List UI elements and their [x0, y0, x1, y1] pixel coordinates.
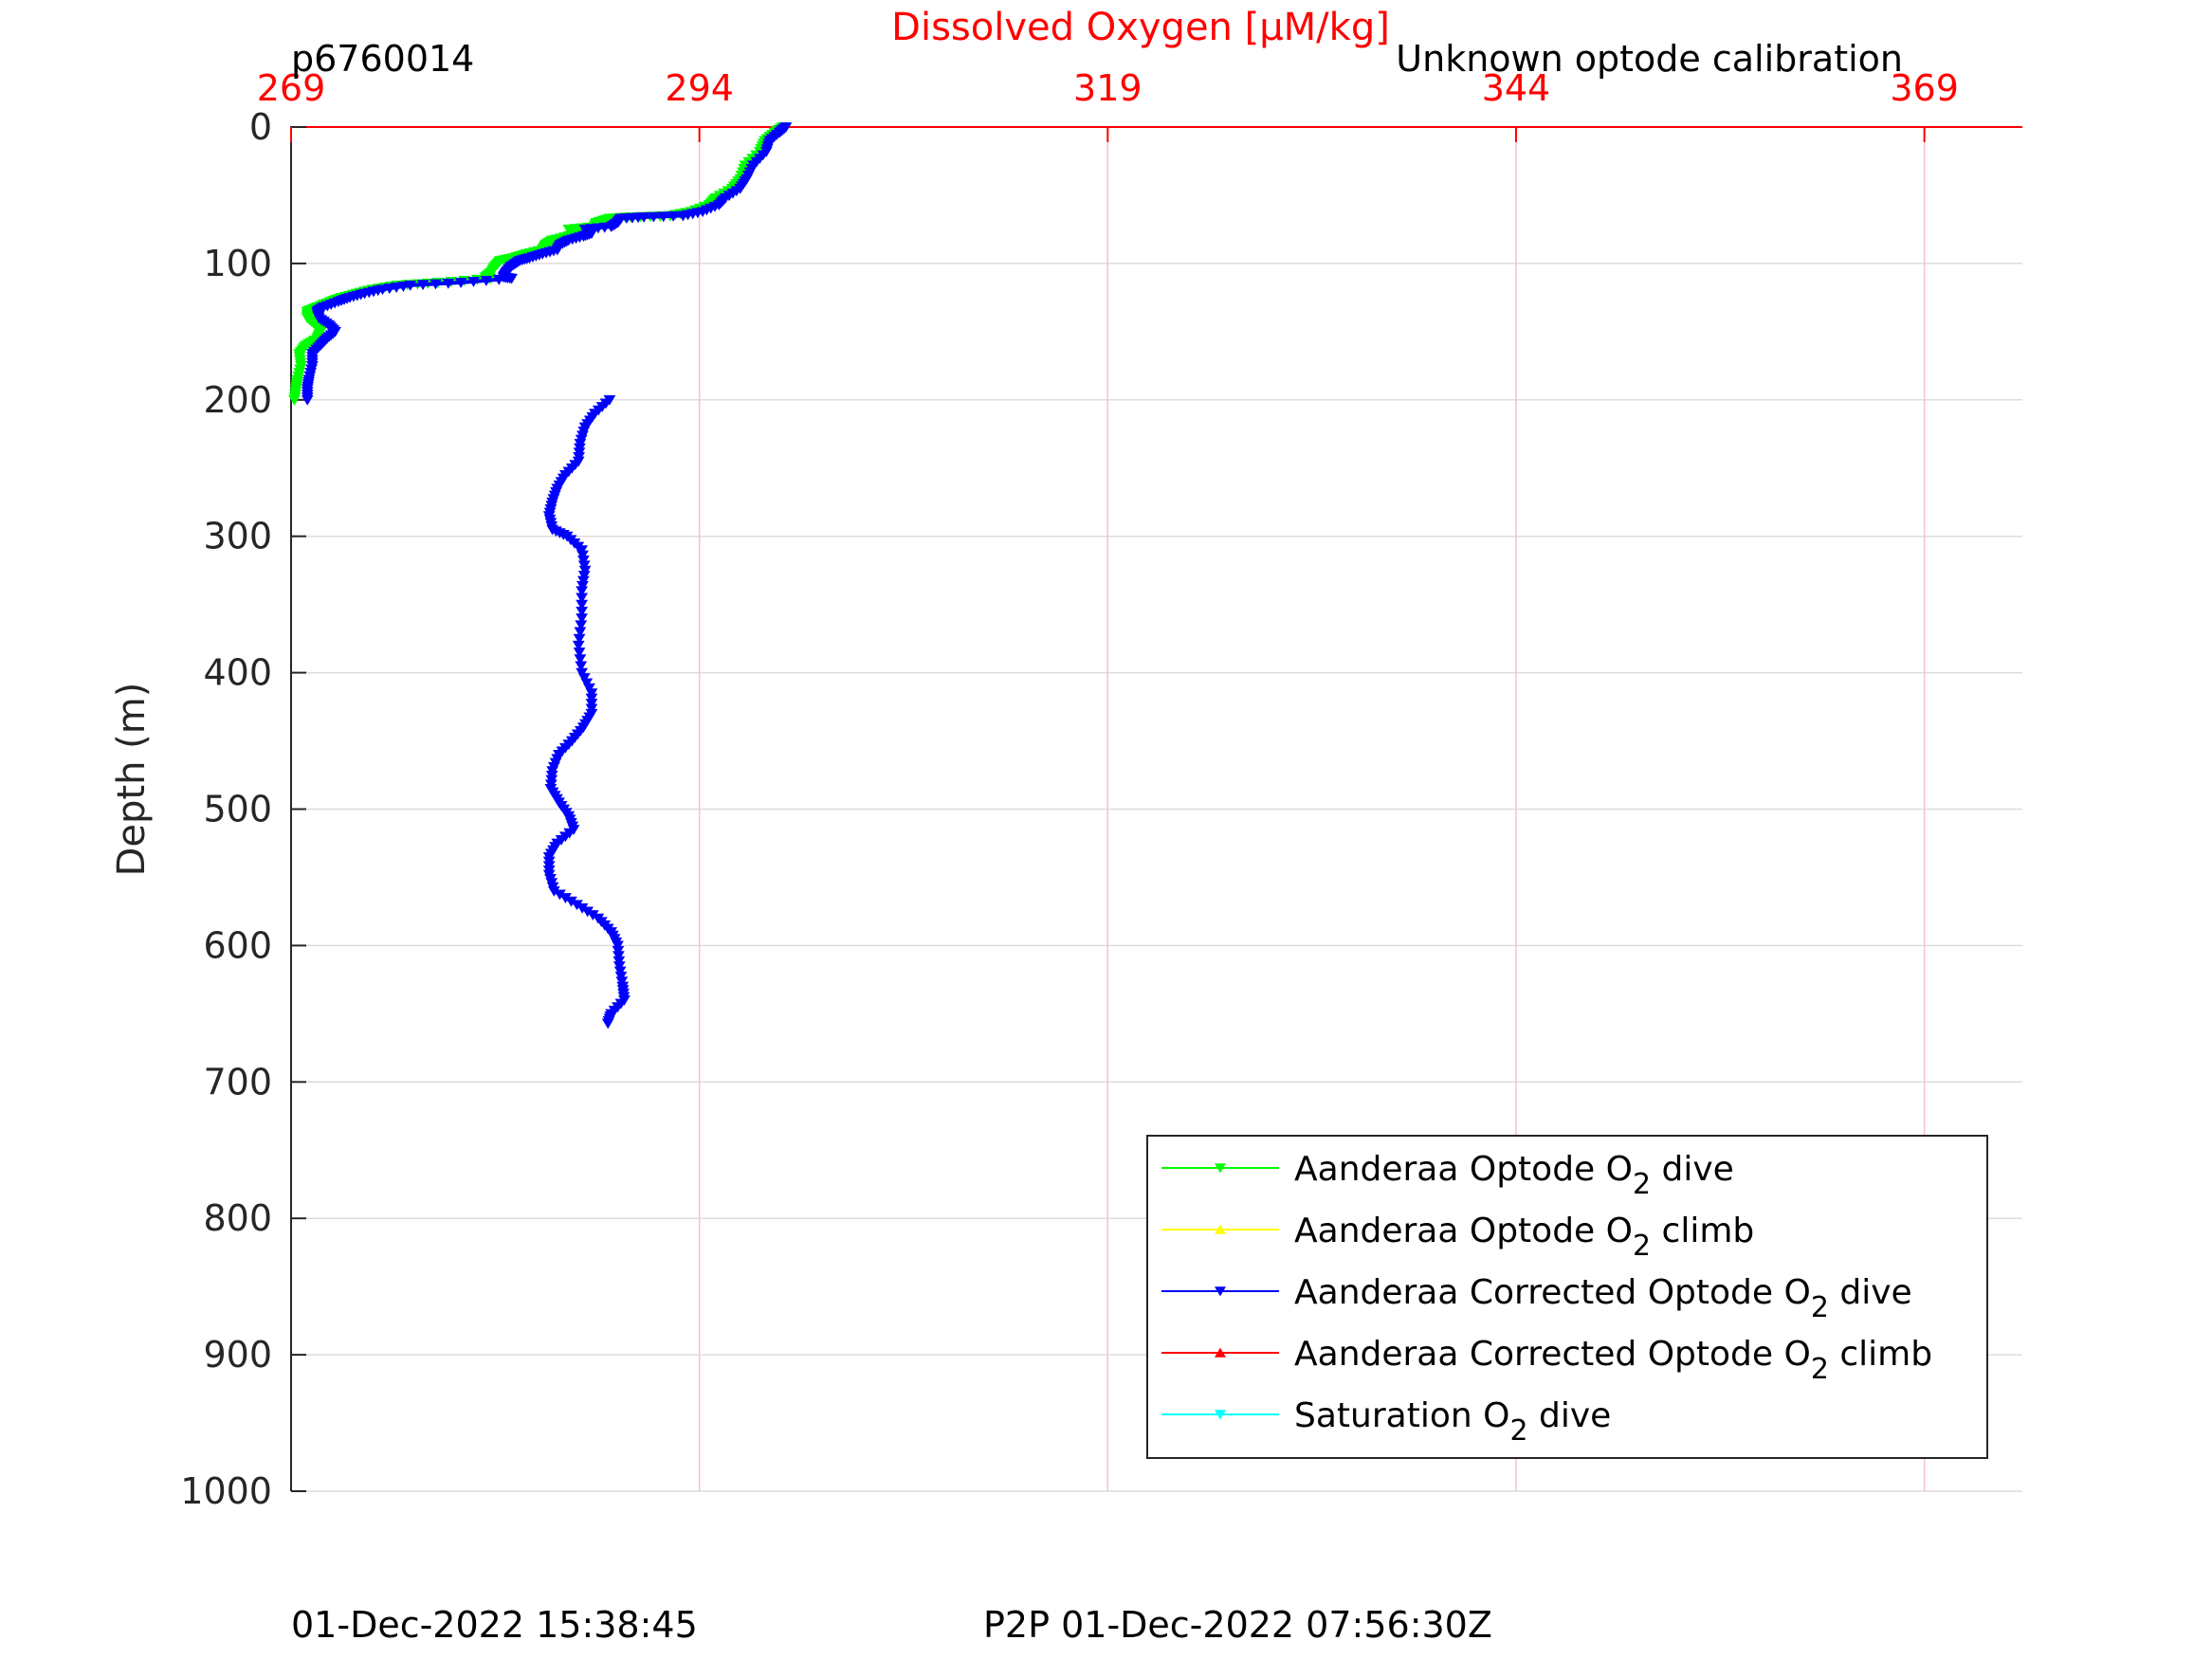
- data-point: [577, 571, 591, 582]
- data-point: [612, 956, 626, 967]
- legend-label: Aanderaa Corrected Optode O2 climb: [1294, 1335, 1932, 1386]
- legend-box: [1146, 1135, 1988, 1459]
- series-layer: [288, 122, 793, 1030]
- data-point: [576, 545, 589, 556]
- y-tick-label: 200: [203, 379, 272, 421]
- data-point: [480, 275, 493, 286]
- x-tick-label: 269: [257, 67, 326, 109]
- data-point: [583, 683, 595, 694]
- series-aanderaa-corrected-optode-o2-dive: [301, 122, 793, 406]
- data-point: [575, 661, 588, 672]
- data-point: [613, 966, 627, 977]
- chart-title: Dissolved Oxygen [μM/kg]: [891, 6, 1390, 49]
- data-point: [505, 273, 518, 284]
- legend-label: Aanderaa Corrected Optode O2 dive: [1294, 1273, 1912, 1324]
- data-point: [430, 279, 442, 290]
- data-point: [615, 976, 629, 988]
- legend-marker: [1215, 1224, 1226, 1234]
- data-point: [576, 586, 589, 597]
- data-point: [576, 599, 589, 611]
- data-point: [657, 211, 670, 223]
- data-point: [576, 667, 589, 679]
- footer-timestamp: 01-Dec-2022 15:38:45: [291, 1604, 698, 1646]
- data-point: [576, 606, 589, 617]
- profile-label: p6760014: [291, 38, 474, 80]
- footer-p2p: P2P 01-Dec-2022 07:56:30Z: [983, 1604, 1492, 1646]
- y-tick-label: 400: [203, 652, 272, 694]
- y-tick-label: 600: [203, 924, 272, 966]
- data-point: [585, 703, 598, 715]
- y-tick-label: 700: [203, 1061, 272, 1103]
- data-point: [577, 560, 591, 572]
- y-tick-label: 1000: [180, 1470, 272, 1512]
- calibration-note: Unknown optode calibration: [1396, 38, 1903, 80]
- data-point: [574, 627, 587, 638]
- legend-label: Aanderaa Optode O2 climb: [1294, 1212, 1754, 1263]
- y-tick-label: 500: [203, 789, 272, 830]
- legend: Aanderaa Optode O2 dive Aanderaa Optode O…: [1146, 1135, 1988, 1459]
- data-point: [677, 210, 689, 222]
- y-tick-label: 300: [203, 516, 272, 557]
- data-point: [301, 394, 314, 406]
- data-point: [578, 565, 592, 576]
- data-point: [612, 945, 625, 957]
- data-point: [576, 592, 589, 604]
- x-tick-label: 344: [1482, 67, 1551, 109]
- data-point: [612, 961, 626, 972]
- x-tick-label: 319: [1073, 67, 1143, 109]
- legend-marker: [1215, 1347, 1226, 1358]
- data-point: [612, 940, 624, 952]
- data-point: [454, 278, 467, 288]
- y-tick-label: 100: [203, 243, 272, 284]
- data-point: [612, 951, 625, 962]
- legend-label: Aanderaa Optode O2 dive: [1294, 1150, 1734, 1201]
- data-point: [648, 211, 660, 223]
- data-point: [585, 699, 598, 709]
- data-point: [585, 688, 598, 700]
- legend-marker: [1215, 1286, 1226, 1297]
- data-point: [288, 394, 301, 406]
- grid-lines: [291, 127, 2022, 1492]
- legend-marker: [1215, 1163, 1226, 1174]
- y-axis-label: Depth (m): [110, 683, 154, 877]
- series-aanderaa-corrected-optode-o2-dive-deep-: [542, 394, 631, 1030]
- data-point: [572, 640, 585, 651]
- data-point: [667, 210, 680, 222]
- data-point: [601, 1018, 614, 1030]
- data-point: [416, 280, 430, 291]
- y-tick-label: 800: [203, 1197, 272, 1239]
- data-point: [614, 971, 628, 982]
- data-point: [585, 693, 598, 704]
- y-tick-label: 900: [203, 1334, 272, 1376]
- legend-marker: [1215, 1410, 1226, 1420]
- data-point: [573, 633, 586, 645]
- data-point: [573, 647, 586, 658]
- data-point: [576, 613, 589, 624]
- data-point: [574, 654, 587, 665]
- data-point: [576, 575, 590, 587]
- data-point: [467, 277, 480, 287]
- data-point: [575, 620, 588, 631]
- data-point: [442, 278, 455, 289]
- x-tick-label: 369: [1890, 67, 1959, 109]
- data-point: [577, 673, 591, 684]
- data-point: [580, 678, 594, 689]
- data-point: [492, 274, 505, 285]
- data-point: [576, 580, 589, 592]
- data-point: [576, 555, 590, 566]
- y-tick-label: 0: [249, 106, 272, 148]
- axes: 0 100 200 300 400 500 600 700 800 900 1000 269 294 31…: [180, 67, 2022, 1512]
- x-tick-label: 294: [665, 67, 734, 109]
- data-point: [576, 550, 589, 561]
- legend-label: Saturation O2 dive: [1294, 1396, 1611, 1448]
